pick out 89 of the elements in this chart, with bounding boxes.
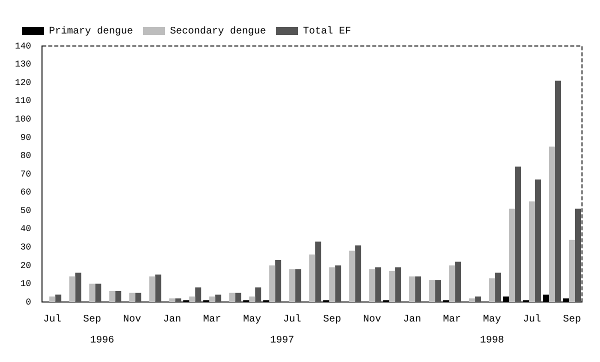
x-tick-label: May [483, 314, 502, 326]
y-tick-label: 50 [20, 206, 32, 216]
y-tick-label: 100 [15, 114, 32, 125]
bar [175, 298, 182, 302]
y-tick-label: 110 [15, 96, 32, 106]
bar [195, 287, 202, 302]
bar [515, 166, 522, 302]
bar [235, 292, 242, 302]
y-tick-label: 130 [15, 60, 32, 70]
x-tick-label: Mar [203, 314, 222, 326]
bar [169, 298, 176, 302]
bar [295, 269, 302, 302]
bar [415, 276, 422, 302]
legend-label: Secondary dengue [170, 26, 266, 38]
bar [435, 280, 442, 302]
y-tick-label: 60 [20, 188, 32, 198]
bar [309, 254, 316, 302]
bar [369, 269, 376, 302]
x-tick-label: Nov [363, 314, 382, 326]
bar [335, 265, 342, 302]
bar [569, 240, 576, 302]
bar [495, 272, 502, 302]
bar [109, 291, 116, 302]
bar [429, 280, 436, 302]
bar [529, 201, 536, 302]
bar [249, 296, 256, 302]
bar [255, 287, 262, 302]
bar [555, 80, 562, 302]
bar [129, 292, 136, 302]
bar [475, 296, 482, 302]
bar [269, 265, 276, 302]
y-tick-label: 140 [15, 41, 32, 52]
bar [209, 296, 216, 302]
text: 1996 [90, 336, 114, 347]
y-tick-label: 10 [20, 279, 32, 290]
legend-label: Primary dengue [49, 26, 134, 38]
bar [449, 265, 456, 302]
x-tick-label: Jul [283, 314, 302, 326]
bar [89, 284, 96, 302]
x-tick-label: May [243, 314, 262, 326]
bar [189, 296, 196, 302]
x-tick-label: Jul [43, 314, 62, 326]
bar [155, 274, 162, 302]
bar [49, 296, 56, 302]
bar [575, 208, 581, 302]
y-tick-label: 70 [20, 169, 32, 180]
bar [535, 179, 542, 302]
x-tick-label: Jan [403, 314, 422, 326]
bar [355, 245, 362, 302]
y-tick-label: 0 [26, 297, 32, 308]
bar [55, 294, 62, 302]
bar [75, 272, 82, 302]
bar [315, 242, 322, 302]
bar [215, 294, 222, 302]
y-tick-label: 120 [15, 78, 32, 88]
y-tick-label: 90 [20, 132, 32, 143]
bar [135, 292, 142, 302]
bar [95, 284, 102, 302]
bar [349, 250, 356, 302]
text: 1997 [270, 336, 294, 347]
bar [115, 291, 122, 302]
bar [275, 260, 282, 302]
y-tick-label: 30 [20, 242, 32, 253]
bar [289, 269, 296, 302]
x-tick-label: Sep [323, 314, 342, 326]
y-tick-label: 80 [20, 151, 32, 162]
bar [329, 267, 336, 302]
bar [509, 208, 516, 302]
x-tick-label: Nov [123, 314, 142, 326]
bar [409, 276, 416, 302]
x-tick-label: Sep [83, 314, 102, 326]
bar [149, 276, 156, 302]
bar [375, 267, 382, 302]
x-tick-label: Jul [523, 314, 542, 326]
bar [229, 292, 236, 302]
bar [389, 270, 396, 302]
bar [395, 267, 402, 302]
bar [549, 146, 556, 302]
legend-label: Total EF [303, 26, 352, 38]
bar [455, 262, 462, 302]
bar [489, 278, 496, 302]
x-tick-label: Sep [562, 314, 582, 326]
bar [469, 298, 476, 302]
x-tick-label: Mar [443, 314, 462, 326]
text: 1998 [480, 336, 504, 347]
bar [69, 276, 76, 302]
y-tick-label: 20 [20, 260, 32, 271]
x-tick-label: Jan [163, 314, 182, 326]
y-tick-label: 40 [20, 224, 32, 234]
